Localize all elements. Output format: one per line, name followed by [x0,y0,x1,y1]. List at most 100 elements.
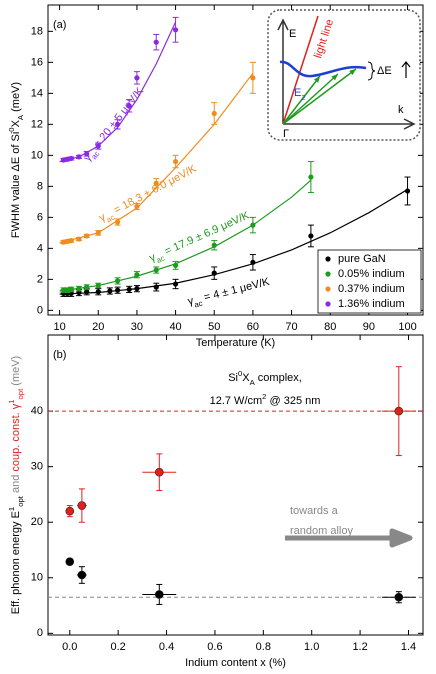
inset-label: E2 [294,87,306,102]
up-arrow [401,61,411,78]
annotation: γac = 4 ± 1 μeV/K [187,276,272,311]
y-tick-label: 4 [37,242,43,254]
data-point [65,557,75,566]
x-tick-label: 1.4 [401,641,416,653]
text-part: 0 [238,369,242,378]
panel-label: (a) [53,19,66,31]
annotation: random alloy [290,525,353,537]
data-point [172,27,179,33]
text-part: 12.7 W/cm [210,395,263,407]
x-tick-label: 30 [131,321,143,333]
annotation: towards a [290,505,339,517]
data-point [211,110,217,117]
text-part: Si [228,372,238,384]
fit-line [59,179,312,292]
annotation: 12.7 W/cm2 @ 325 nm [210,392,321,407]
legend-box [317,249,422,314]
transition-arrow [282,73,339,125]
trend-arrow [285,528,413,548]
text-part: X [242,372,250,384]
inset-label: ΔE [377,65,392,77]
y-axis-label: FWHM value ΔE of Si0XA (meV) [7,82,25,238]
data-point [250,75,256,81]
data-point [95,230,101,236]
y-tick-label: 6 [37,211,43,223]
annotation: Si0XA complex, [228,369,302,387]
data-point [172,262,179,268]
x-tick-label: 0.0 [62,641,77,653]
y-tick-label: 8 [37,180,43,192]
inset-label: k [398,104,404,116]
text-part: opt [16,495,25,507]
text-part: (meV) [10,82,22,115]
light-line [282,15,319,125]
data-point [126,286,132,293]
data-point [64,238,70,244]
inset-axes [277,18,416,130]
data-point [308,174,314,180]
x-tick-label: 80 [324,321,336,333]
arrow-head [313,76,320,83]
y-tick-label: 10 [31,572,43,584]
data-point [68,238,74,244]
x-tick-label: 0.4 [159,641,174,653]
transition-arrow [282,75,321,125]
data-point [60,239,67,245]
y-tick-label: 2 [37,273,43,285]
legend-label: 1.36% indium [338,298,405,310]
data-point [134,203,140,210]
x-tick-label: 0.8 [256,641,271,653]
text-part: = 4 ± 1 μeV/K [200,276,272,305]
inset-label: Γ [283,128,289,140]
data-point [172,158,179,165]
data-point [153,180,159,186]
data-point [134,286,140,292]
brace [367,61,376,81]
x-tick-label: 20 [92,321,104,333]
x-tick-label: 60 [247,321,259,333]
text-part: random alloy [290,525,353,537]
text-part: ac [105,212,117,224]
text-part: = 20 ± 5 μeV/K [90,85,147,153]
legend-marker [325,286,331,292]
data-point [404,188,411,194]
data-point [95,143,101,149]
plot-frame [47,334,424,636]
y-tick-label: 18 [31,25,43,37]
text-part: @ 325 nm [266,395,320,407]
text-part: = 18.3 ± 6.0 μeV/K [109,162,199,217]
text-part: ac [155,253,166,265]
data-point [84,284,90,290]
y-tick-label: 30 [31,461,43,473]
text-part: opt [16,388,25,400]
transition-arrow [282,68,357,125]
data-point [60,287,67,293]
data-point [153,267,159,273]
data-point [107,288,113,294]
data-point [76,154,82,160]
data-point [153,284,159,290]
text-part: ac [193,298,203,309]
data-point [308,233,314,239]
text-part: 0 [7,127,16,131]
x-axis-label: Indium content x (%) [185,657,286,669]
x-tick-label: 0.6 [207,641,222,653]
data-point [134,75,140,81]
data-point [68,155,74,162]
arrow-head [331,74,338,81]
legend-marker [325,301,331,307]
x-tick-label: 1.2 [352,641,367,653]
annotation: γac = 20 ± 5 μeV/K [81,85,148,165]
data-point [134,272,140,278]
annotation: γac = 18.3 ± 6.0 μeV/K [97,162,200,226]
data-point [114,121,121,127]
legend-marker [325,256,331,262]
data-point [154,467,164,477]
text-part: γ [187,295,196,308]
text-part: (meV) [10,356,22,389]
data-point [65,506,75,516]
data-point [114,287,121,293]
data-point [77,501,87,510]
plot-frame [47,4,424,316]
